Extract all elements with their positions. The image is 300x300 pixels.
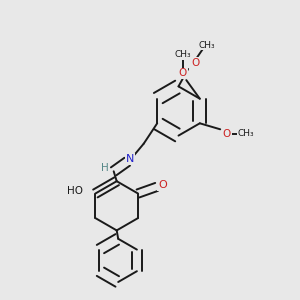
Text: CH₃: CH₃ [237,129,254,138]
Text: CH₃: CH₃ [174,50,191,59]
Text: O: O [178,68,187,79]
Text: HO: HO [67,186,83,196]
Text: O: O [158,180,167,190]
Text: N: N [126,154,134,164]
Text: O: O [191,58,200,68]
Text: CH₃: CH₃ [198,40,215,50]
Text: H: H [101,163,109,173]
Text: O: O [223,128,231,139]
